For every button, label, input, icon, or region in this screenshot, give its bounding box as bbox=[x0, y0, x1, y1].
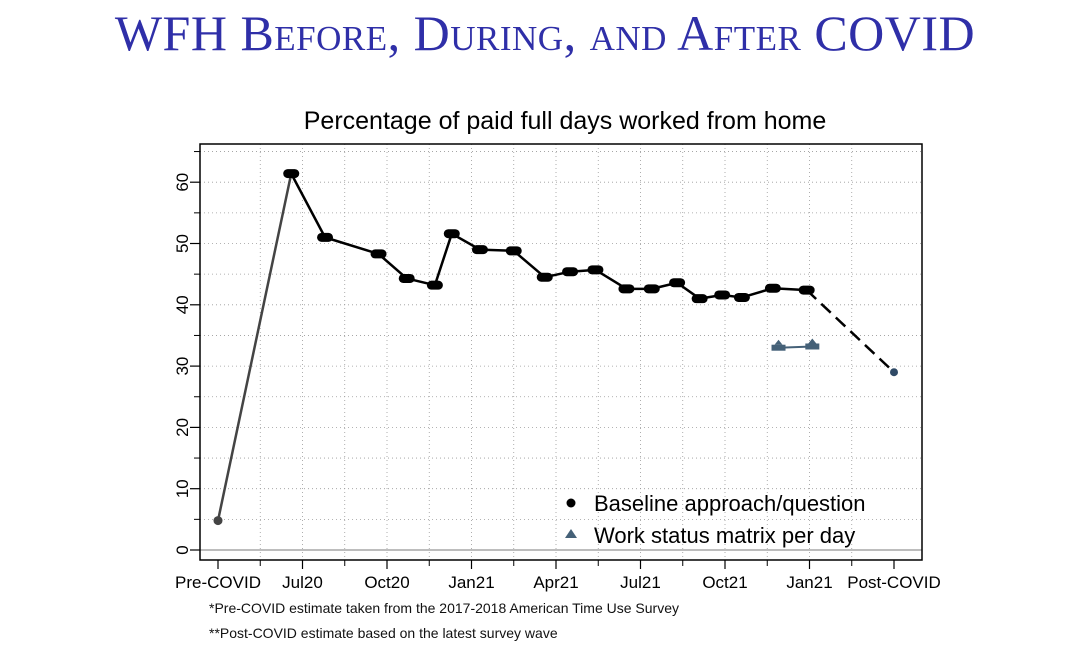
baseline-point bbox=[733, 292, 750, 302]
baseline-point bbox=[283, 169, 300, 179]
baseline-point bbox=[618, 284, 635, 294]
baseline-point bbox=[536, 272, 553, 282]
pre-covid-point bbox=[213, 516, 223, 526]
footnote-pre-covid: *Pre-COVID estimate taken from the 2017-… bbox=[209, 600, 679, 616]
baseline-point bbox=[562, 267, 579, 277]
baseline-point bbox=[798, 285, 815, 295]
y-tick-label: 10 bbox=[173, 479, 192, 498]
plot-frame bbox=[199, 143, 923, 561]
baseline-point bbox=[398, 273, 415, 283]
slide-title: WFH Before, During, and After COVID bbox=[114, 5, 976, 61]
baseline-point bbox=[669, 278, 686, 288]
legend-marker-baseline bbox=[566, 498, 576, 508]
work-status-point-cap bbox=[808, 338, 817, 344]
baseline-point bbox=[764, 283, 781, 293]
work-status-point bbox=[805, 343, 820, 350]
y-tick-label: 50 bbox=[173, 234, 192, 253]
baseline-point bbox=[714, 290, 731, 300]
x-tick-label: Oct21 bbox=[702, 573, 747, 592]
baseline-point bbox=[443, 229, 460, 239]
legend-label-baseline: Baseline approach/question bbox=[594, 491, 866, 516]
y-tick-label: 40 bbox=[173, 295, 192, 314]
y-tick-label: 60 bbox=[173, 173, 192, 192]
baseline-point bbox=[317, 232, 334, 242]
post-covid-point bbox=[890, 368, 898, 377]
footnote-post-covid: **Post-COVID estimate based on the lates… bbox=[209, 625, 558, 641]
pre-covid-connector bbox=[216, 173, 293, 521]
baseline-point bbox=[426, 280, 443, 290]
x-tick-label: Oct20 bbox=[364, 573, 409, 592]
x-tick-label: Jan21 bbox=[448, 573, 494, 592]
post-covid-dashed-line bbox=[805, 289, 895, 374]
baseline-point bbox=[643, 284, 660, 294]
work-status-point bbox=[771, 344, 786, 351]
baseline-point bbox=[505, 246, 522, 256]
x-tick-label: Pre-COVID bbox=[175, 573, 261, 592]
baseline-point bbox=[691, 294, 708, 304]
baseline-point bbox=[587, 265, 604, 275]
x-tick-label: Post-COVID bbox=[847, 573, 941, 592]
y-tick-label: 0 bbox=[173, 545, 192, 554]
y-tick-label: 30 bbox=[173, 357, 192, 376]
baseline-point bbox=[370, 249, 387, 259]
legend-label-work-status: Work status matrix per day bbox=[594, 523, 855, 548]
baseline-point bbox=[471, 245, 488, 255]
x-tick-label: Jul21 bbox=[620, 573, 661, 592]
x-tick-label: Apr21 bbox=[533, 573, 578, 592]
chart-title: Percentage of paid full days worked from… bbox=[304, 107, 827, 135]
x-tick-label: Jul20 bbox=[282, 573, 323, 592]
x-tick-label: Jan21 bbox=[786, 573, 832, 592]
y-tick-label: 20 bbox=[173, 418, 192, 437]
work-status-point-cap bbox=[774, 339, 783, 345]
legend-marker-work-status bbox=[565, 529, 577, 538]
